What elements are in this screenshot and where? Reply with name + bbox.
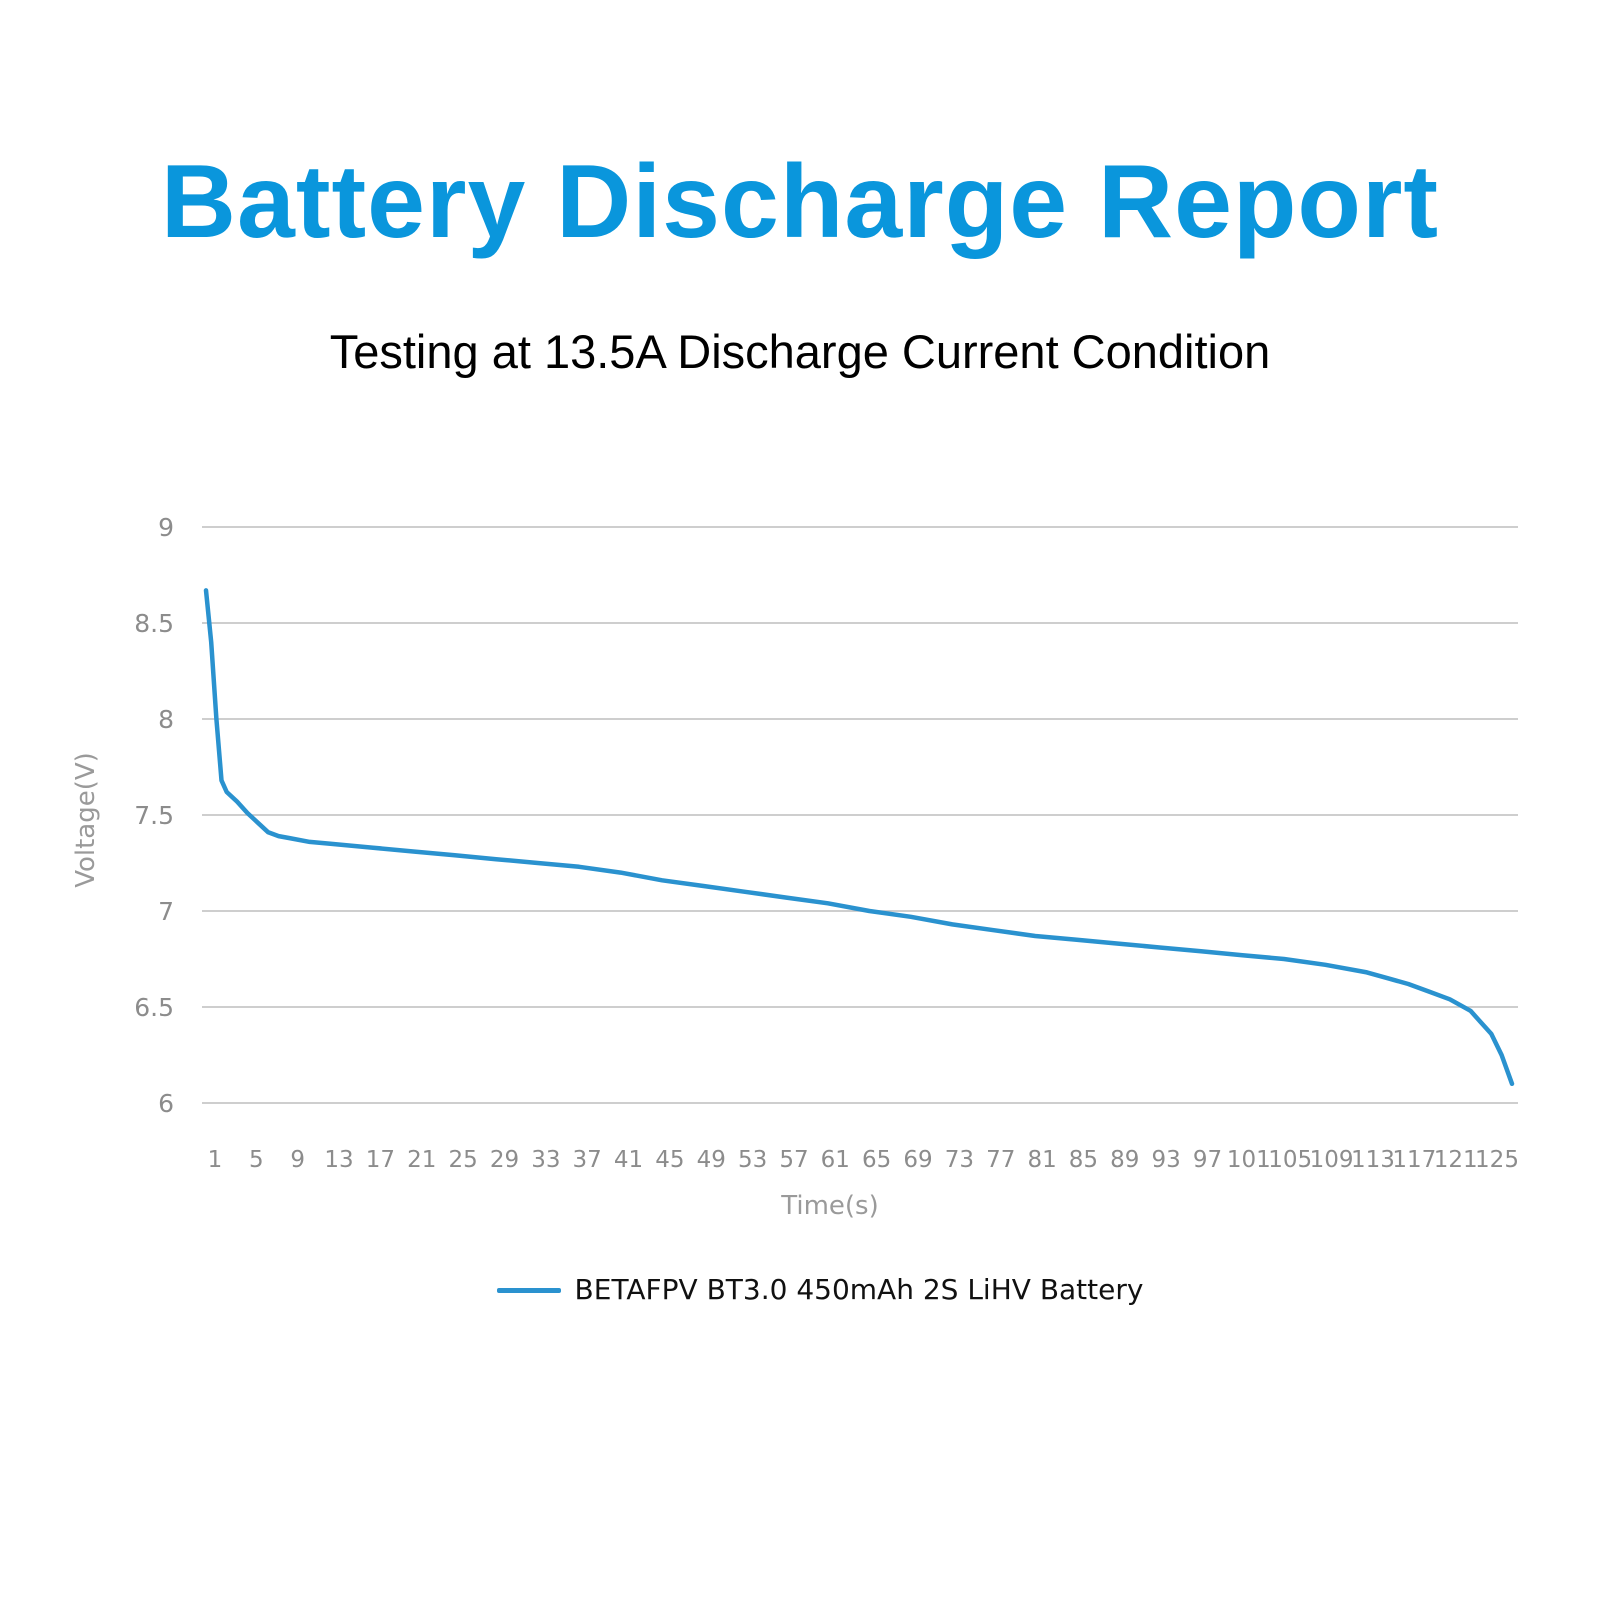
legend-swatch <box>496 1287 561 1293</box>
y-tick-label: 8 <box>158 705 174 734</box>
x-tick-label: 121 <box>1434 1147 1478 1173</box>
x-tick-label: 85 <box>1069 1147 1098 1173</box>
x-tick-label: 65 <box>862 1147 891 1173</box>
x-tick-label: 81 <box>1027 1147 1056 1173</box>
x-tick-label: 97 <box>1193 1147 1222 1173</box>
y-tick-label: 7.5 <box>134 801 174 830</box>
x-tick-label: 73 <box>945 1147 974 1173</box>
y-tick-label: 6.5 <box>134 993 174 1022</box>
x-tick-label: 125 <box>1475 1147 1519 1173</box>
y-tick-label: 9 <box>158 513 174 542</box>
x-axis-title: Time(s) <box>780 1191 878 1221</box>
y-tick-label: 7 <box>158 897 174 926</box>
x-tick-label: 49 <box>697 1147 726 1173</box>
y-tick-label: 8.5 <box>134 609 174 638</box>
x-tick-label: 105 <box>1268 1147 1312 1173</box>
x-tick-label: 1 <box>208 1147 223 1173</box>
x-tick-label: 77 <box>986 1147 1015 1173</box>
x-tick-label: 69 <box>903 1147 932 1173</box>
x-tick-label: 57 <box>779 1147 808 1173</box>
x-tick-label: 45 <box>655 1147 684 1173</box>
x-tick-label: 33 <box>531 1147 560 1173</box>
series-lines <box>203 588 1515 1087</box>
legend: BETAFPV BT3.0 450mAh 2S LiHV Battery <box>0 1270 1600 1310</box>
x-tick-label: 101 <box>1227 1147 1271 1173</box>
x-tick-label: 117 <box>1392 1147 1436 1173</box>
x-tick-label: 25 <box>448 1147 477 1173</box>
x-tick-label: 61 <box>821 1147 850 1173</box>
x-axis-ticks: 1 5 9 13 17 21 25 29 33 37 41 45 49 53 57 61 65 69 73 77 81 8… <box>208 1147 1519 1173</box>
x-tick-label: 109 <box>1310 1147 1354 1173</box>
legend-label: BETAFPV BT3.0 450mAh 2S LiHV Battery <box>574 1273 1144 1306</box>
x-tick-label: 53 <box>738 1147 767 1173</box>
x-tick-label: 21 <box>407 1147 436 1173</box>
x-tick-label: 29 <box>490 1147 519 1173</box>
x-tick-label: 93 <box>1152 1147 1181 1173</box>
x-tick-label: 113 <box>1351 1147 1395 1173</box>
x-tick-label: 89 <box>1110 1147 1139 1173</box>
x-tick-label: 17 <box>366 1147 395 1173</box>
y-axis-ticks: 6 6.5 7 7.5 8 8.5 9 <box>134 513 174 1118</box>
y-tick-label: 6 <box>158 1089 174 1118</box>
x-tick-label: 9 <box>290 1147 305 1173</box>
x-tick-label: 5 <box>249 1147 264 1173</box>
series-line-0 <box>203 588 1515 1087</box>
x-tick-label: 37 <box>573 1147 602 1173</box>
report-subtitle: Testing at 13.5A Discharge Current Condi… <box>329 325 1271 378</box>
x-tick-label: 41 <box>614 1147 643 1173</box>
report-title: Battery Discharge Report <box>160 144 1440 260</box>
y-axis-title: Voltage(V) <box>71 752 101 888</box>
x-tick-label: 13 <box>324 1147 353 1173</box>
gridlines <box>202 526 1518 1104</box>
